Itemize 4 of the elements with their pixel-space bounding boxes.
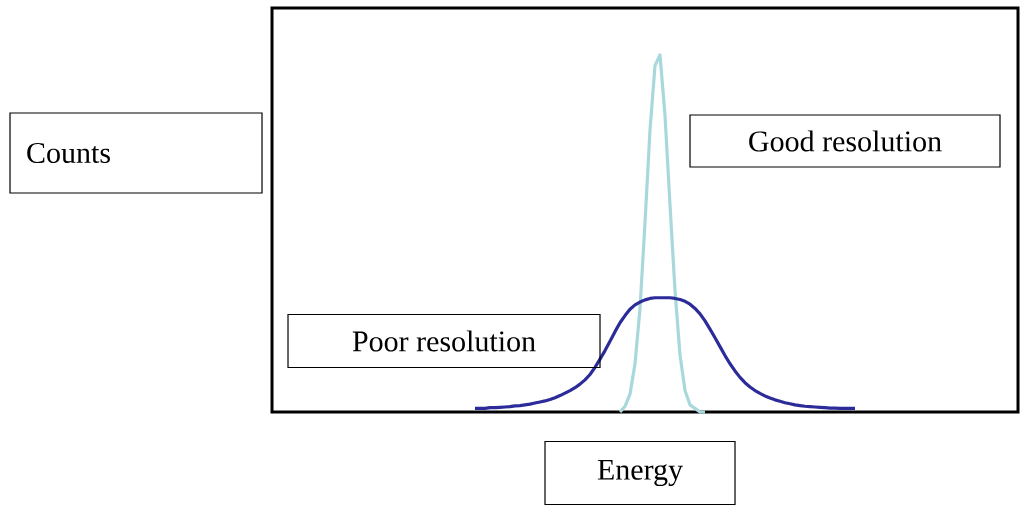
x-axis-title: Energy bbox=[597, 459, 683, 487]
series-label: Poor resolution bbox=[352, 330, 536, 352]
text: Good resolution bbox=[749, 130, 942, 152]
text: Counts bbox=[27, 142, 110, 164]
